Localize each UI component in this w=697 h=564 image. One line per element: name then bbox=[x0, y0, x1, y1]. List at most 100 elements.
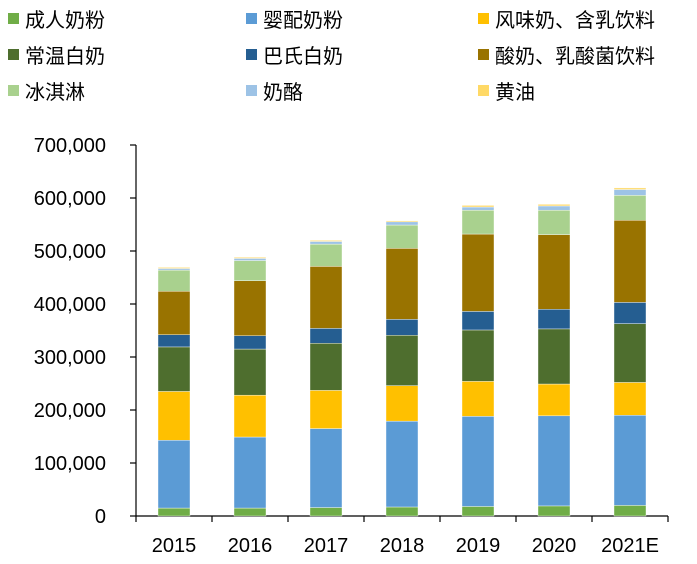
legend-swatch bbox=[478, 84, 489, 96]
legend-label: 黄油 bbox=[495, 79, 535, 104]
bar-segment bbox=[309, 266, 343, 329]
bar-segment bbox=[157, 267, 191, 269]
bar-segment bbox=[385, 506, 419, 517]
bar-segment bbox=[613, 302, 647, 324]
legend-item: 黄油 bbox=[478, 75, 535, 105]
bar-segment bbox=[461, 205, 495, 208]
y-axis: 0 100,000 200,000 300,000 400,000 500,000 600,… bbox=[34, 135, 137, 528]
bar-segment bbox=[385, 221, 419, 226]
bar-segment bbox=[233, 335, 267, 350]
bar-segment bbox=[157, 268, 191, 271]
bar-segment bbox=[537, 328, 571, 385]
bar-segment bbox=[233, 436, 267, 509]
bar-segment bbox=[461, 329, 495, 382]
bar-segment bbox=[461, 506, 495, 517]
legend-label: 风味奶、含乳饮料 bbox=[495, 7, 655, 32]
legend-label: 婴配奶粉 bbox=[263, 7, 343, 32]
bar-segment bbox=[309, 390, 343, 429]
x-tick-label: 2018 bbox=[380, 535, 425, 557]
legend-item: 婴配奶粉 bbox=[246, 3, 343, 33]
bar-segment bbox=[385, 319, 419, 336]
x-axis: 2015 2016 2017 2018 2019 2020 2021E bbox=[135, 515, 669, 557]
y-tick-label: 700,000 bbox=[34, 135, 106, 157]
bar-segment bbox=[233, 280, 267, 336]
bar-segment bbox=[385, 420, 419, 508]
bar-segment bbox=[537, 383, 571, 417]
bar-segment bbox=[613, 220, 647, 303]
bar-segment bbox=[537, 209, 571, 235]
y-tick-label: 600,000 bbox=[34, 188, 106, 210]
y-tick-label: 200,000 bbox=[34, 400, 106, 422]
y-tick-label: 100,000 bbox=[34, 453, 106, 475]
bar-segment bbox=[157, 334, 191, 348]
y-tick-label: 300,000 bbox=[34, 347, 106, 369]
bar-segment bbox=[613, 505, 647, 517]
bar-segment bbox=[385, 224, 419, 249]
legend-item: 酸奶、乳酸菌饮料 bbox=[478, 39, 655, 69]
bar-segment bbox=[233, 260, 267, 281]
bar-segment bbox=[157, 291, 191, 335]
legend-label: 常温白奶 bbox=[25, 43, 105, 68]
x-tick-label: 2020 bbox=[532, 535, 577, 557]
legend-swatch bbox=[8, 84, 19, 96]
legend-label: 成人奶粉 bbox=[25, 7, 105, 32]
bar-segment bbox=[309, 241, 343, 245]
legend-swatch bbox=[246, 84, 257, 96]
bar-segment bbox=[461, 209, 495, 235]
bar-segment bbox=[309, 343, 343, 391]
legend-swatch bbox=[246, 48, 257, 60]
bar-segment bbox=[537, 234, 571, 310]
bar-segment bbox=[537, 505, 571, 517]
bar-segment bbox=[309, 507, 343, 517]
bar-segment bbox=[233, 394, 267, 438]
bar-segment bbox=[613, 195, 647, 221]
legend-item: 风味奶、含乳饮料 bbox=[478, 3, 655, 33]
x-tick-label: 2017 bbox=[304, 535, 349, 557]
bar-segment bbox=[461, 416, 495, 507]
bar-segment bbox=[613, 189, 647, 196]
legend-label: 冰淇淋 bbox=[25, 79, 85, 104]
legend-item: 成人奶粉 bbox=[8, 3, 105, 33]
legend-label: 巴氏白奶 bbox=[263, 43, 343, 68]
legend-swatch bbox=[478, 12, 489, 24]
bar-segment bbox=[385, 385, 419, 422]
legend-swatch bbox=[478, 48, 489, 60]
bar-segment bbox=[537, 204, 571, 207]
bar-segment bbox=[233, 348, 267, 396]
bar-segment bbox=[233, 507, 267, 517]
bar-segment bbox=[613, 415, 647, 506]
bars bbox=[157, 187, 647, 517]
legend-swatch bbox=[8, 12, 19, 24]
legend-item: 巴氏白奶 bbox=[246, 39, 343, 69]
bar-segment bbox=[385, 220, 419, 223]
bar-segment bbox=[613, 382, 647, 416]
bar-segment bbox=[537, 309, 571, 330]
x-tick-label: 2019 bbox=[456, 535, 501, 557]
bar-segment bbox=[157, 391, 191, 441]
legend-item: 常温白奶 bbox=[8, 39, 105, 69]
bar-segment bbox=[309, 240, 343, 242]
bar-segment bbox=[233, 258, 267, 261]
bar-segment bbox=[309, 428, 343, 508]
bar-segment bbox=[461, 206, 495, 211]
x-tick-label: 2015 bbox=[152, 535, 197, 557]
bar-segment bbox=[157, 346, 191, 392]
legend: 成人奶粉 婴配奶粉 风味奶、含乳饮料常温白奶 巴氏白奶 酸奶、乳酸菌饮料冰淇淋 奶酪 黄油 bbox=[0, 0, 697, 132]
y-tick-label: 500,000 bbox=[34, 241, 106, 263]
bar-segment bbox=[613, 323, 647, 383]
legend-label: 酸奶、乳酸菌饮料 bbox=[495, 43, 655, 68]
legend-item: 奶酪 bbox=[246, 75, 303, 105]
bar-segment bbox=[385, 248, 419, 320]
x-tick-label: 2021E bbox=[601, 535, 659, 557]
y-tick-label: 0 bbox=[95, 506, 106, 528]
bar-segment bbox=[157, 269, 191, 292]
bar-segment bbox=[537, 205, 571, 211]
bar-segment bbox=[461, 233, 495, 312]
bar-segment bbox=[157, 507, 191, 517]
bar-segment bbox=[385, 335, 419, 386]
bar-segment bbox=[537, 415, 571, 507]
legend-swatch bbox=[246, 12, 257, 24]
x-tick-label: 2016 bbox=[228, 535, 273, 557]
legend-item: 冰淇淋 bbox=[8, 75, 85, 105]
